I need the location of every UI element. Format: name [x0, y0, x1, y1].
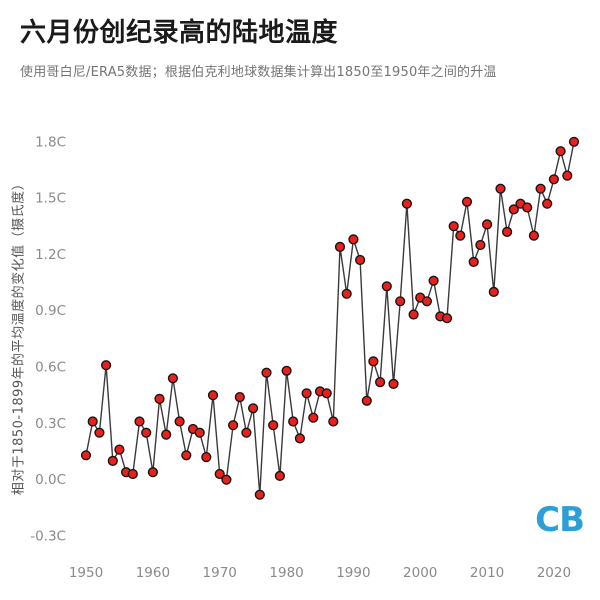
data-point	[261, 367, 272, 378]
data-point	[241, 427, 252, 438]
data-point	[502, 226, 513, 238]
y-tick-label: 0.0C	[35, 472, 66, 488]
x-tick-label: 1970	[203, 565, 237, 581]
data-point	[482, 219, 493, 230]
data-point	[127, 468, 138, 480]
data-point	[194, 427, 205, 438]
data-point	[528, 230, 540, 241]
data-line	[85, 141, 575, 496]
data-point	[542, 198, 553, 209]
data-point	[368, 356, 379, 367]
data-point	[234, 392, 245, 403]
carbonbrief-logo: CB	[535, 500, 585, 540]
data-point	[281, 365, 292, 376]
data-point	[548, 174, 560, 185]
data-point	[448, 221, 459, 232]
temperature-line-chart: 相对于1850-1899年的平均温度的变化值（摄氏度） -0.3C 0.0C 0.3…	[0, 108, 600, 600]
data-point	[100, 360, 112, 371]
data-point	[495, 183, 506, 194]
data-point	[174, 416, 185, 427]
x-tick-label: 2020	[537, 565, 571, 581]
data-point	[214, 468, 225, 480]
data-point	[562, 170, 573, 181]
data-point	[341, 288, 352, 299]
data-point	[388, 378, 399, 390]
data-point	[201, 452, 212, 463]
data-point	[475, 239, 486, 251]
y-tick-label: -0.3C	[30, 529, 66, 545]
data-point	[355, 254, 366, 266]
data-point	[461, 196, 473, 207]
data-point	[568, 136, 580, 147]
data-point	[441, 313, 453, 324]
data-point	[301, 388, 312, 399]
data-point	[522, 202, 533, 213]
data-point	[428, 275, 439, 286]
page-subtitle: 使用哥白尼/ERA5数据；根据伯克利地球数据集计算出1850至1950年之间的升…	[20, 65, 497, 81]
data-point	[221, 474, 232, 485]
data-point	[328, 416, 339, 427]
data-point	[321, 388, 332, 399]
data-point	[375, 377, 386, 388]
data-point	[80, 450, 92, 461]
x-tick-label: 2010	[470, 565, 504, 581]
data-point	[294, 433, 306, 444]
data-point	[114, 444, 125, 455]
data-point	[207, 390, 219, 401]
data-point	[141, 427, 152, 438]
x-tick-label: 2000	[403, 565, 437, 581]
y-tick-label: 1.5C	[35, 191, 66, 207]
data-point	[94, 427, 105, 438]
data-point	[87, 416, 98, 427]
data-point	[555, 146, 566, 157]
data-point	[248, 403, 259, 414]
data-point	[361, 395, 372, 406]
data-point	[167, 373, 179, 384]
data-point	[395, 296, 406, 307]
x-tick-label: 1980	[269, 565, 303, 581]
y-tick-label: 1.8C	[35, 134, 66, 150]
chart-header: 六月份创纪录高的陆地温度 使用哥白尼/ERA5数据；根据伯克利地球数据集计算出1…	[0, 0, 600, 80]
data-point	[254, 489, 265, 500]
data-point	[401, 198, 413, 209]
x-tick-label: 1990	[336, 565, 370, 581]
data-point	[308, 412, 319, 423]
data-point	[348, 234, 359, 245]
y-tick-label: 0.3C	[35, 416, 66, 432]
data-point	[421, 296, 433, 307]
data-point	[228, 420, 239, 431]
data-point	[381, 281, 392, 292]
data-point	[455, 230, 466, 241]
page-title: 六月份创纪录高的陆地温度	[20, 18, 339, 48]
data-point	[147, 467, 159, 478]
data-point	[161, 429, 172, 440]
data-point	[488, 286, 499, 298]
y-tick-label: 0.9C	[35, 303, 66, 319]
data-point	[468, 256, 479, 268]
data-point	[535, 183, 546, 194]
chart-canvas: -0.3C 0.0C 0.3C 0.6C 0.9C 1.2C 1.5C 1.8C 1950 196…	[30, 134, 580, 581]
data-point	[181, 450, 192, 461]
data-point	[107, 455, 118, 467]
y-tick-label: 0.6C	[35, 360, 66, 376]
data-point	[154, 393, 165, 405]
data-point	[334, 241, 346, 253]
x-tick-label: 1960	[136, 565, 170, 581]
x-tick-label: 1950	[69, 565, 103, 581]
y-axis-label: 相对于1850-1899年的平均温度的变化值（摄氏度）	[11, 176, 27, 496]
data-point	[508, 204, 519, 215]
data-point	[134, 416, 145, 427]
data-point	[268, 420, 279, 431]
data-point	[408, 309, 419, 320]
data-point	[274, 470, 286, 482]
y-tick-label: 1.2C	[35, 247, 66, 263]
data-point	[288, 416, 299, 427]
